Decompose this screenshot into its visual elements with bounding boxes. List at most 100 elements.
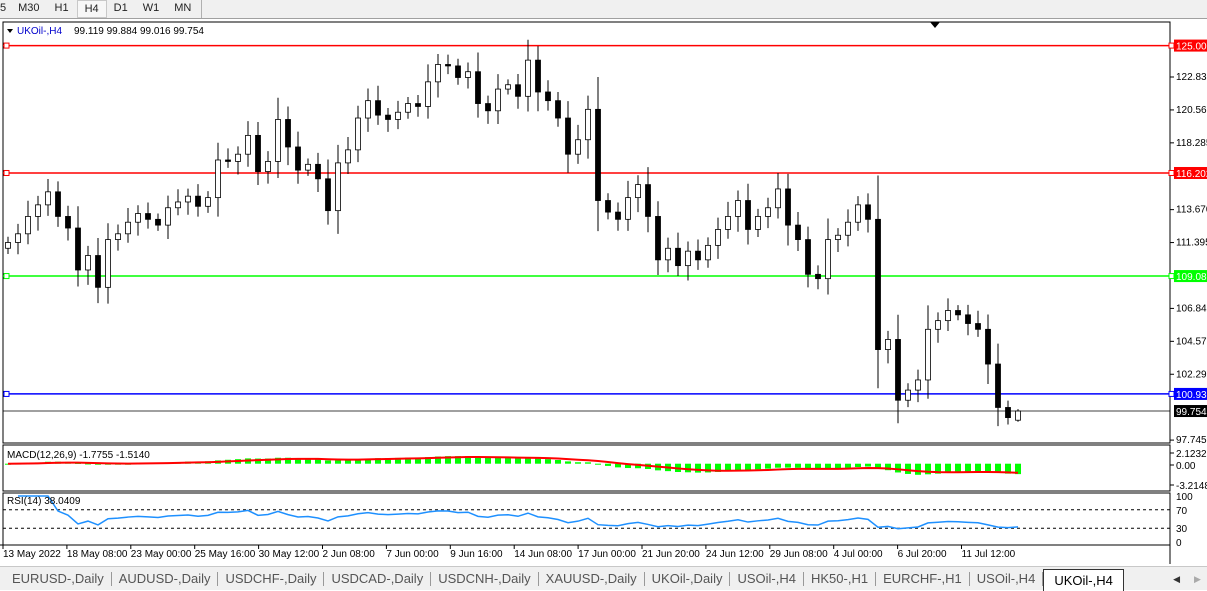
candle-body — [925, 328, 931, 381]
macd-histogram-bar — [795, 463, 801, 468]
macd-histogram-bar — [725, 463, 731, 472]
candle-body — [795, 224, 801, 240]
scroll-left-icon[interactable]: ◀ — [1173, 573, 1180, 584]
time-tick-label: 17 Jun 00:00 — [578, 549, 636, 560]
candle-body — [535, 59, 541, 93]
symbol-label: UKOil-,H4 — [17, 26, 62, 37]
chart-shift-marker-icon[interactable] — [930, 22, 940, 28]
level-price-label: 100.935 — [1176, 390, 1207, 401]
macd-histogram-bar — [415, 457, 421, 464]
macd-histogram-bar — [285, 457, 291, 464]
candle-body — [1005, 407, 1011, 418]
macd-histogram-bar — [385, 458, 391, 464]
time-tick-label: 13 May 2022 — [3, 549, 61, 560]
chart-tab[interactable]: HK50-,H1 — [804, 572, 877, 586]
macd-histogram-bar — [985, 463, 991, 472]
toolbar-separator — [201, 0, 203, 18]
time-tick-label: 24 Jun 12:00 — [706, 549, 764, 560]
timeframe-h1[interactable]: H1 — [54, 2, 69, 14]
level-handle-icon — [1168, 42, 1175, 49]
candle-body — [735, 200, 741, 217]
macd-histogram-bar — [85, 463, 91, 465]
chart-tab[interactable]: EURCHF-,H1 — [876, 572, 970, 586]
chart-tab[interactable]: USDCNH-,Daily — [431, 572, 539, 586]
chart-tab[interactable]: UKOil-,Daily — [645, 572, 731, 586]
timeframe-m30[interactable]: M30 — [18, 2, 40, 14]
chart-tab[interactable]: XAUUSD-,Daily — [539, 572, 645, 586]
candle-body — [675, 247, 681, 267]
candle-body — [345, 149, 351, 164]
candle-body — [235, 153, 241, 162]
macd-tick-label: -3.2148 — [1176, 481, 1207, 492]
candle-body — [625, 197, 631, 220]
candle-body — [565, 117, 571, 155]
candle-body — [15, 233, 21, 243]
macd-histogram-bar — [495, 457, 501, 464]
chart-tab[interactable]: USOil-,H4 — [970, 572, 1044, 586]
chart-tabs: EURUSD-,Daily AUDUSD-,Daily USDCHF-,Daily U… — [0, 566, 1207, 591]
candle-body — [145, 213, 151, 220]
time-tick-label: 18 May 08:00 — [67, 549, 128, 560]
macd-histogram-bar — [875, 463, 881, 469]
candle-body — [485, 103, 491, 112]
candle-body — [125, 221, 131, 235]
time-tick-label: 29 Jun 08:00 — [770, 549, 828, 560]
timeframe-m5[interactable]: 5 — [0, 2, 7, 14]
candle-body — [695, 250, 701, 261]
candle-body — [205, 197, 211, 207]
macd-histogram-bar — [775, 463, 781, 468]
timeframe-mn[interactable]: MN — [174, 2, 192, 14]
macd-histogram-bar — [435, 456, 441, 464]
level-price-tag — [1174, 39, 1207, 52]
macd-histogram-bar — [855, 463, 861, 467]
timeframe-d1[interactable]: D1 — [113, 2, 128, 14]
macd-histogram-bar — [625, 463, 631, 469]
macd-histogram-bar — [465, 456, 471, 464]
candle-body — [45, 191, 51, 206]
candle-body — [965, 314, 971, 324]
price-tick-label: 120.560 — [1176, 105, 1207, 116]
candle-body — [195, 195, 201, 207]
chart-tab[interactable]: EURUSD-,Daily — [0, 572, 112, 586]
price-tick-label: 104.570 — [1176, 336, 1207, 347]
macd-histogram-bar — [445, 456, 451, 464]
collapse-triangle-icon[interactable] — [7, 29, 13, 33]
rsi-tick-label: 100 — [1176, 492, 1193, 503]
chart-tab[interactable]: UKOil-,H4 — [1043, 569, 1124, 591]
chart-tab[interactable]: AUDUSD-,Daily — [112, 572, 219, 586]
candle-body — [935, 320, 941, 330]
macd-histogram-bar — [345, 460, 351, 464]
macd-histogram-bar — [685, 463, 691, 473]
chart-tab[interactable]: USOil-,H4 — [730, 572, 804, 586]
rsi-tick-label: 70 — [1176, 506, 1188, 517]
candle-body — [555, 100, 561, 119]
candle-body — [805, 239, 811, 275]
macd-histogram-bar — [595, 463, 601, 465]
timeframe-w1[interactable]: W1 — [142, 2, 160, 14]
candle-body — [985, 328, 991, 365]
level-price-tag — [1174, 387, 1207, 400]
chart-tab[interactable]: USDCHF-,Daily — [218, 572, 325, 586]
candle-body — [95, 255, 101, 288]
level-handle-icon — [1168, 169, 1175, 176]
candle-body — [815, 273, 821, 280]
macd-histogram-bar — [455, 456, 461, 464]
chart-tab[interactable]: USDCAD-,Daily — [324, 572, 432, 586]
macd-histogram-bar — [555, 459, 561, 464]
candle-body — [585, 108, 591, 141]
macd-histogram-bar — [525, 458, 531, 464]
timeframe-h4[interactable]: H4 — [76, 0, 107, 18]
macd-histogram-bar — [395, 457, 401, 464]
candle-body — [835, 234, 841, 240]
candle-body — [245, 134, 251, 155]
candle-body — [115, 233, 121, 240]
macd-histogram-bar — [615, 463, 621, 468]
candle-body — [135, 213, 141, 223]
macd-histogram-bar — [275, 457, 281, 464]
price-chart[interactable]: 125.006 116.202 109.080 100.935 99.754 122.83… — [0, 20, 1207, 564]
candle-body — [655, 216, 661, 261]
macd-histogram-bar — [945, 463, 951, 473]
scroll-right-icon[interactable]: ▶ — [1194, 573, 1201, 584]
macd-histogram-bar — [885, 463, 891, 471]
macd-histogram-bar — [785, 463, 791, 468]
